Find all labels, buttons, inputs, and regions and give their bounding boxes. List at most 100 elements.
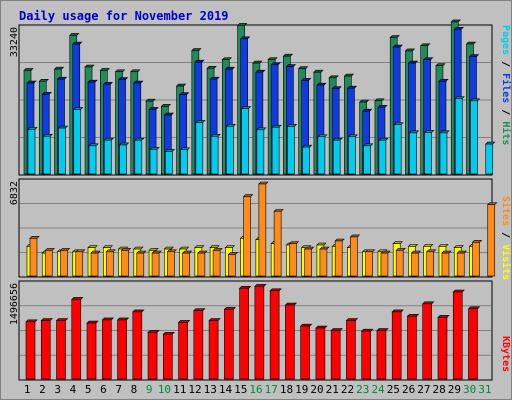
bar-kbytes-14 <box>224 309 234 380</box>
bar-top-sites <box>487 202 498 205</box>
bar-top-sites <box>456 250 467 254</box>
bar-top-pages <box>439 130 450 134</box>
bar-kbytes-17 <box>269 290 280 380</box>
bar-kbytes-1 <box>25 321 36 380</box>
bar-top-sites <box>319 246 330 250</box>
bar-sites-10 <box>167 251 175 277</box>
bar-pages-19 <box>302 146 310 175</box>
bar-top-files <box>163 112 175 116</box>
bar-top-files <box>377 104 388 108</box>
legend-entry: Visits <box>500 244 512 280</box>
panel-max-label: 33240 <box>9 27 20 57</box>
bar-top-pages <box>103 137 115 141</box>
bar-top-files <box>438 78 449 82</box>
day-label-28: 28 <box>432 383 445 396</box>
panel-max-label: 1496656 <box>9 283 20 325</box>
bar-kbytes-2 <box>40 320 51 380</box>
bar-kbytes-27 <box>422 303 433 380</box>
bar-top-sites <box>471 240 483 243</box>
bar-top-pages <box>210 134 221 137</box>
day-label-2: 2 <box>39 383 46 396</box>
bar-top-hits <box>99 68 111 71</box>
day-label-19: 19 <box>295 383 308 396</box>
bar-pages-17 <box>271 126 280 175</box>
bar-sites-2 <box>44 250 53 277</box>
day-label-6: 6 <box>100 383 107 396</box>
bar-top-sites <box>120 248 132 251</box>
bar-pages-4 <box>73 109 82 175</box>
bar-kbytes-24 <box>376 330 387 380</box>
bar-top-sites <box>410 250 422 254</box>
bar-kbytes-25 <box>391 311 402 380</box>
bar-top-pages <box>347 134 359 138</box>
bar-pages-1 <box>27 129 36 175</box>
bar-kbytes-11 <box>178 322 188 380</box>
bar-sites-25 <box>395 250 404 277</box>
bar-top-hits <box>343 73 355 77</box>
bar-pages-9 <box>149 149 158 175</box>
bar-kbytes-3 <box>56 320 66 380</box>
bar-top-hits <box>130 69 141 73</box>
bar-top-pages <box>27 127 38 130</box>
bar-kbytes-12 <box>193 310 204 380</box>
bar-sites-7 <box>121 250 129 277</box>
bar-top-files <box>331 86 342 89</box>
bar-sites-8 <box>136 252 145 277</box>
bar-top-sites <box>197 250 208 254</box>
bar-top-sites <box>44 248 55 251</box>
panel-max-label: 6832 <box>9 181 20 205</box>
bar-top-sites <box>212 248 223 251</box>
bar-sites-6 <box>105 251 114 277</box>
bar-top-sites <box>303 246 315 250</box>
bar-kbytes-13 <box>208 320 219 380</box>
bar-top-files <box>361 108 373 112</box>
bar-sites-23 <box>365 251 373 277</box>
legend-entry: / <box>500 226 511 244</box>
bar-top-pages <box>485 141 496 145</box>
day-label-26: 26 <box>402 383 415 396</box>
bar-sites-21 <box>334 240 343 277</box>
bar-pages-27 <box>424 132 433 175</box>
bar-pages-23 <box>363 145 371 175</box>
bar-top-pages <box>454 96 465 99</box>
bar-sites-5 <box>90 252 99 277</box>
bar-top-sites <box>349 234 361 238</box>
bar-sites-3 <box>60 250 68 277</box>
day-label-18: 18 <box>280 383 293 396</box>
bar-top-sites <box>227 252 239 255</box>
bar-top-hits <box>328 75 339 79</box>
bar-pages-6 <box>103 139 112 175</box>
bar-kbytes-26 <box>407 315 417 380</box>
bar-kbytes-9 <box>147 332 158 380</box>
bar-top-hits <box>267 57 278 60</box>
bar-top-pages <box>362 143 374 147</box>
bar-top-sites <box>151 250 162 254</box>
bar-sites-9 <box>151 252 160 277</box>
bar-kbytes-6 <box>101 319 112 380</box>
bar-sites-31 <box>487 204 496 277</box>
bar-kbytes-4 <box>71 299 82 380</box>
bar-top-visits <box>194 245 205 249</box>
bar-top-sites <box>242 194 254 197</box>
bar-top-files <box>41 91 52 95</box>
bar-pages-26 <box>409 132 417 175</box>
bar-top-hits <box>175 83 187 87</box>
bar-pages-10 <box>165 151 173 175</box>
day-label-12: 12 <box>188 383 201 396</box>
bar-kbytes-28 <box>437 317 448 380</box>
bar-top-visits <box>148 248 159 251</box>
day-label-8: 8 <box>131 383 138 396</box>
bar-pages-11 <box>180 149 188 175</box>
bar-top-pages <box>225 124 237 127</box>
day-label-23: 23 <box>356 383 369 396</box>
bar-pages-22 <box>348 136 356 175</box>
bar-top-pages <box>408 130 420 134</box>
bar-kbytes-5 <box>86 322 97 380</box>
bar-pages-2 <box>42 136 51 175</box>
bar-pages-7 <box>119 144 127 175</box>
bar-pages-13 <box>210 136 219 175</box>
bar-sites-18 <box>289 243 297 277</box>
bar-kbytes-30 <box>468 308 478 380</box>
bar-pages-16 <box>256 129 265 175</box>
day-label-10: 10 <box>158 383 171 396</box>
